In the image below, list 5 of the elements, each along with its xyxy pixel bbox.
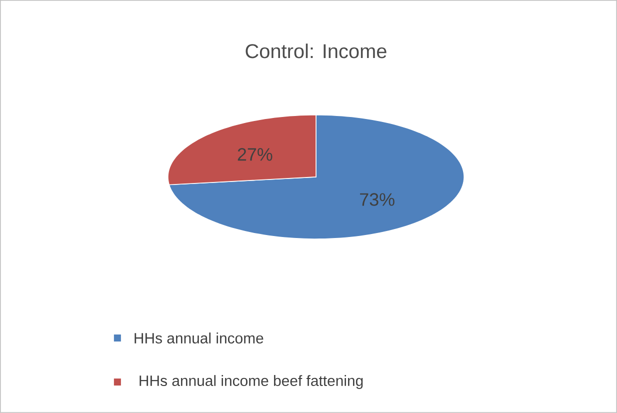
legend-label: HHs annual income [134, 332, 264, 344]
legend-label: HHs annual income beef fattening [140, 375, 363, 390]
data-label: 27% [238, 148, 272, 161]
data-label: 73% [360, 193, 394, 206]
chart-title: Control: Income [246, 44, 386, 58]
